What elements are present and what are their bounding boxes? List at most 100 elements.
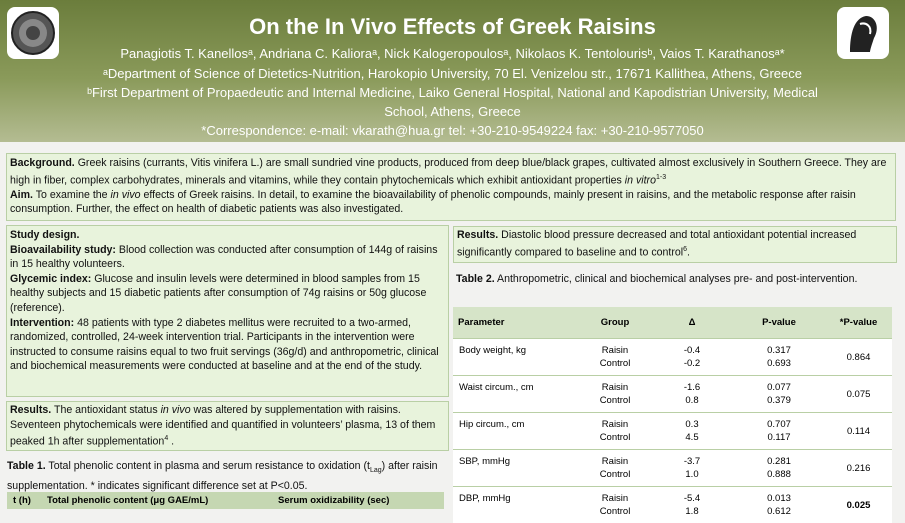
star-pvalue-cell: 0.864 — [825, 339, 892, 376]
table2-header-pvalue: P-value — [733, 307, 825, 339]
background-label: Background. — [10, 157, 75, 169]
pvalue-control: 0.379 — [734, 394, 824, 407]
delta-raisin: -5.4 — [652, 492, 732, 505]
star-pvalue-cell: 0.114 — [825, 413, 892, 450]
row-parameter: SBP, mmHg — [454, 455, 578, 481]
table1-caption-sub: Lag — [370, 467, 382, 474]
star-pvalue: 0.025 — [826, 499, 891, 512]
study-design-title: Study design. — [10, 228, 445, 243]
parameter-cell: Hip circum., cm — [453, 413, 579, 450]
table2-label: Table 2. — [456, 273, 495, 285]
table1-caption-text: Total phenolic content in plasma and ser… — [46, 460, 370, 472]
table2-header-row: Parameter Group Δ P-value *P-value — [453, 307, 892, 339]
table2-caption-text: Anthropometric, clinical and biochemical… — [495, 273, 858, 285]
authors-line: Panagiotis T. Kanellosᵃ, Andriana C. Kal… — [60, 45, 845, 62]
row-parameter: Body weight, kg — [454, 344, 578, 370]
group-raisin: Raisin — [580, 492, 650, 505]
table2: Parameter Group Δ P-value *P-value Body … — [453, 307, 892, 523]
background-aim-box: Background. Greek raisins (currants, Vit… — [6, 153, 896, 221]
aim-text-1: To examine the — [33, 189, 111, 201]
in-vitro-term: in vitro — [625, 174, 656, 186]
delta-raisin: -0.4 — [652, 344, 732, 357]
delta-cell: -0.4-0.2 — [651, 339, 733, 376]
row-parameter: Waist circum., cm — [454, 381, 578, 407]
results-left-text-1: The antioxidant status — [51, 404, 160, 416]
pvalue-raisin: 0.013 — [734, 492, 824, 505]
group-raisin: Raisin — [580, 381, 650, 394]
pvalue-raisin: 0.077 — [734, 381, 824, 394]
in-vivo-term: in vivo — [111, 189, 141, 201]
glycemic-label: Glycemic index: — [10, 273, 91, 285]
star-pvalue: 0.216 — [826, 462, 891, 475]
background-ref: 1-3 — [656, 174, 666, 181]
group-raisin: Raisin — [580, 455, 650, 468]
results-left-text-3: . — [168, 436, 174, 448]
group-control: Control — [580, 505, 650, 518]
study-design-box: Study design. Bioavailability study: Blo… — [6, 225, 449, 397]
delta-raisin: 0.3 — [652, 418, 732, 431]
parameter-cell: Waist circum., cm — [453, 376, 579, 413]
table2-header-delta: Δ — [651, 307, 733, 339]
delta-control: 1.8 — [652, 505, 732, 518]
results-right-end: . — [687, 246, 690, 258]
table2-header-parameter: Parameter — [453, 307, 579, 339]
star-pvalue: 0.075 — [826, 388, 891, 401]
table2-caption: Table 2. Anthropometric, clinical and bi… — [456, 272, 886, 287]
star-pvalue: 0.114 — [826, 425, 891, 438]
poster-title: On the In Vivo Effects of Greek Raisins — [0, 14, 905, 40]
intervention-label: Intervention: — [10, 317, 74, 329]
results-right-label: Results. — [457, 229, 498, 241]
table2-header-group: Group — [579, 307, 651, 339]
correspondence-line: *Correspondence: e-mail: vkarath@hua.gr … — [60, 122, 845, 139]
results-right-text: Diastolic blood pressure decreased and t… — [457, 229, 856, 258]
pvalue-raisin: 0.281 — [734, 455, 824, 468]
parameter-cell: SBP, mmHg — [453, 450, 579, 487]
table1-header-phenolic: Total phenolic content (μg GAE/mL) — [47, 495, 208, 506]
affiliation-a: ᵃDepartment of Science of Dietetics-Nutr… — [60, 65, 845, 82]
delta-control: 4.5 — [652, 431, 732, 444]
group-control: Control — [580, 431, 650, 444]
row-parameter: DBP, mmHg — [454, 492, 578, 518]
star-pvalue-cell: 0.075 — [825, 376, 892, 413]
delta-raisin: -1.6 — [652, 381, 732, 394]
aim-label: Aim. — [10, 189, 33, 201]
group-control: Control — [580, 468, 650, 481]
table1-caption: Table 1. Total phenolic content in plasm… — [7, 459, 444, 493]
parameter-cell: DBP, mmHg — [453, 487, 579, 523]
delta-control: -0.2 — [652, 357, 732, 370]
delta-raisin: -3.7 — [652, 455, 732, 468]
delta-control: 0.8 — [652, 394, 732, 407]
poster-header: On the In Vivo Effects of Greek Raisins … — [0, 0, 905, 142]
affiliation-b-line2: School, Athens, Greece — [60, 103, 845, 120]
pvalue-control: 0.693 — [734, 357, 824, 370]
pvalue-control: 0.117 — [734, 431, 824, 444]
delta-control: 1.0 — [652, 468, 732, 481]
results-in-vivo-term: in vivo — [161, 404, 191, 416]
table1-header-oxidizability: Serum oxidizability (sec) — [278, 495, 389, 506]
group-raisin: Raisin — [580, 344, 650, 357]
background-text: Greek raisins (currants, Vitis vinifera … — [10, 157, 886, 186]
star-pvalue-cell: 0.216 — [825, 450, 892, 487]
table1-header-time: t (h) — [13, 495, 31, 506]
star-pvalue: 0.864 — [826, 351, 891, 364]
row-parameter: Hip circum., cm — [454, 418, 578, 444]
group-control: Control — [580, 357, 650, 370]
star-pvalue-cell: 0.025 — [825, 487, 892, 523]
table1-label: Table 1. — [7, 460, 46, 472]
table2-header-star-pvalue: *P-value — [825, 307, 892, 339]
parameter-cell: Body weight, kg — [453, 339, 579, 376]
